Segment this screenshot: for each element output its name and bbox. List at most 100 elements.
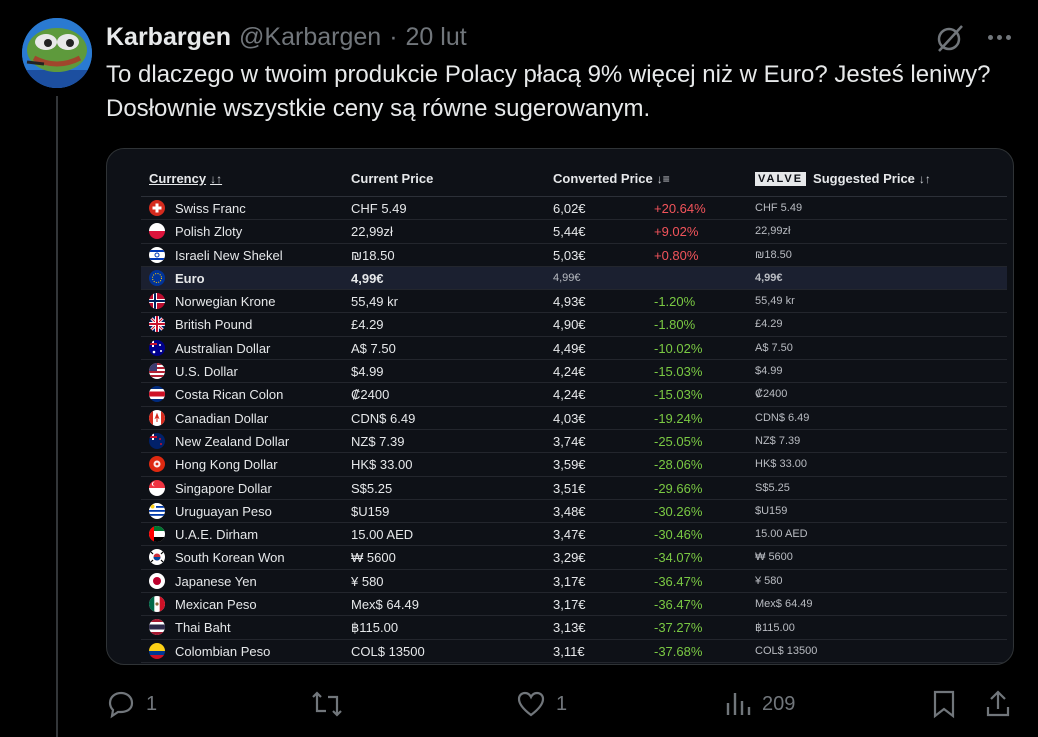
converted-price: 3,13€ bbox=[553, 620, 586, 636]
price-difference: -10.02% bbox=[654, 340, 703, 356]
header-converted-price-label: Converted Price bbox=[553, 171, 653, 186]
converted-price: 4,90€ bbox=[553, 317, 586, 333]
current-price: NZ$ 7.39 bbox=[351, 433, 405, 449]
share-button[interactable] bbox=[984, 684, 1012, 724]
table-row: South Korean Won ₩ 5600 3,29€ -34.07% ₩ 5600 bbox=[141, 546, 1007, 570]
header-current-price-label: Current Price bbox=[351, 171, 434, 186]
converted-price: 3,47€ bbox=[553, 527, 586, 543]
current-price: $U159 bbox=[351, 503, 390, 519]
converted-price: 4,99€ bbox=[553, 271, 581, 284]
pepe-avatar-icon bbox=[22, 18, 92, 88]
header-currency-label: Currency bbox=[149, 171, 207, 186]
bookmark-icon bbox=[933, 690, 955, 719]
price-difference: +0.80% bbox=[654, 247, 699, 263]
current-price: CDN$ 6.49 bbox=[351, 410, 416, 426]
costa-rica-flag-icon bbox=[149, 386, 165, 403]
current-price: COL$ 13500 bbox=[351, 643, 425, 659]
converted-price: 3,74€ bbox=[553, 433, 586, 449]
views-button[interactable]: 209 bbox=[724, 684, 795, 724]
suggested-price: $4.99 bbox=[755, 365, 783, 378]
price-difference: -34.07% bbox=[654, 550, 703, 566]
converted-price: 6,02€ bbox=[553, 201, 586, 216]
separator: · bbox=[389, 22, 398, 51]
currency-name: Thai Baht bbox=[175, 620, 231, 636]
table-row: New Zealand Dollar NZ$ 7.39 3,74€ -25.05% NZ… bbox=[141, 430, 1007, 454]
currency-name: South Korean Won bbox=[175, 550, 285, 566]
price-difference: -19.24% bbox=[654, 410, 703, 426]
current-price: HK$ 33.00 bbox=[351, 457, 413, 473]
retweet-button[interactable] bbox=[310, 684, 354, 724]
price-table: Currency ↓↑ Current Price Converted Pric… bbox=[141, 163, 1007, 663]
current-price: Mex$ 64.49 bbox=[351, 597, 419, 613]
price-difference: -36.47% bbox=[654, 573, 703, 589]
currency-name: Norwegian Krone bbox=[175, 294, 276, 310]
swiss-flag-icon bbox=[149, 200, 165, 216]
header-suggested-price[interactable]: VALVE Suggested Price ↓↑ bbox=[755, 171, 931, 186]
price-difference: +20.64% bbox=[654, 201, 706, 216]
display-name[interactable]: Karbargen bbox=[106, 22, 232, 51]
suggested-price: ₪18.50 bbox=[755, 248, 792, 261]
tweet-header: Karbargen @Karbargen · 20 lut bbox=[106, 22, 467, 52]
converted-price: 3,11€ bbox=[553, 643, 585, 659]
current-price: 22,99zł bbox=[351, 224, 393, 240]
price-difference: -1.80% bbox=[654, 317, 696, 333]
converted-price: 4,24€ bbox=[553, 387, 586, 403]
sort-icon: ↓↑ bbox=[210, 171, 223, 186]
table-row: Colombian Peso COL$ 13500 3,11€ -37.68% COL$… bbox=[141, 640, 1007, 663]
suggested-price: ₡2400 bbox=[755, 388, 788, 401]
south-korea-flag-icon bbox=[149, 549, 165, 566]
suggested-price: CDN$ 6.49 bbox=[755, 411, 810, 424]
header-current-price[interactable]: Current Price bbox=[351, 171, 433, 186]
sort-icon: ↓↑ bbox=[918, 171, 931, 186]
currency-name: Australian Dollar bbox=[175, 340, 271, 356]
current-price: CHF 5.49 bbox=[351, 201, 407, 216]
tweet-media-image[interactable]: Currency ↓↑ Current Price Converted Pric… bbox=[106, 148, 1014, 665]
current-price: ₡2400 bbox=[351, 387, 390, 403]
table-row: U.A.E. Dirham 15.00 AED 3,47€ -30.46% 15.00 … bbox=[141, 523, 1007, 547]
japan-flag-icon bbox=[149, 572, 165, 589]
currency-name: Polish Zloty bbox=[175, 224, 243, 240]
suggested-price: ₩ 5600 bbox=[755, 551, 793, 564]
table-row: Israeli New Shekel ₪18.50 5,03€ +0.80% ₪18.5… bbox=[141, 244, 1007, 267]
bookmark-button[interactable] bbox=[930, 684, 958, 724]
table-row: Thai Baht ฿115.00 3,13€ -37.27% ฿115.00 bbox=[141, 616, 1007, 640]
reply-icon bbox=[108, 691, 134, 719]
header-converted-price[interactable]: Converted Price ↓≡ bbox=[553, 171, 670, 186]
more-options-icon[interactable] bbox=[984, 22, 1014, 52]
currency-name: Colombian Peso bbox=[175, 643, 271, 659]
suggested-price: S$5.25 bbox=[755, 481, 790, 494]
currency-name: Mexican Peso bbox=[175, 597, 257, 613]
singapore-flag-icon bbox=[149, 479, 165, 496]
price-difference: -15.03% bbox=[654, 364, 703, 380]
table-row: Singapore Dollar S$5.25 3,51€ -29.66% S$5.25 bbox=[141, 477, 1007, 500]
suggested-price: 55,49 kr bbox=[755, 295, 795, 308]
heart-icon bbox=[517, 691, 545, 717]
retweet-icon bbox=[312, 691, 342, 717]
canada-flag-icon bbox=[149, 409, 165, 426]
tweet-date[interactable]: 20 lut bbox=[405, 22, 467, 51]
suggested-price: Mex$ 64.49 bbox=[755, 598, 813, 611]
like-button[interactable]: 1 bbox=[516, 684, 567, 724]
suggested-price: £4.29 bbox=[755, 318, 783, 331]
header-currency[interactable]: Currency ↓↑ bbox=[149, 171, 222, 186]
avatar[interactable] bbox=[22, 18, 92, 88]
converted-price: 3,17€ bbox=[553, 597, 586, 613]
current-price: ฿115.00 bbox=[351, 620, 399, 636]
colombia-flag-icon bbox=[149, 642, 165, 659]
tweet-text: To dlaczego w twoim produkcie Polacy pła… bbox=[106, 61, 991, 122]
grok-icon[interactable] bbox=[934, 22, 966, 54]
converted-price: 5,03€ bbox=[553, 247, 586, 263]
header-suggested-price-label: Suggested Price bbox=[813, 171, 915, 186]
price-difference: -30.26% bbox=[654, 503, 703, 519]
uk-flag-icon bbox=[149, 316, 165, 333]
price-difference: -37.27% bbox=[654, 620, 703, 636]
current-price: ₩ 5600 bbox=[351, 550, 396, 566]
reply-button[interactable]: 1 bbox=[106, 684, 157, 724]
user-handle[interactable]: @Karbargen bbox=[239, 22, 382, 51]
currency-name: Canadian Dollar bbox=[175, 410, 269, 426]
currency-name: Euro bbox=[175, 270, 205, 286]
table-row: Euro 4,99€ 4,99€ 4,99€ bbox=[141, 266, 1007, 291]
current-price: $4.99 bbox=[351, 364, 384, 380]
israel-flag-icon bbox=[149, 246, 165, 263]
valve-logo: VALVE bbox=[755, 171, 807, 186]
